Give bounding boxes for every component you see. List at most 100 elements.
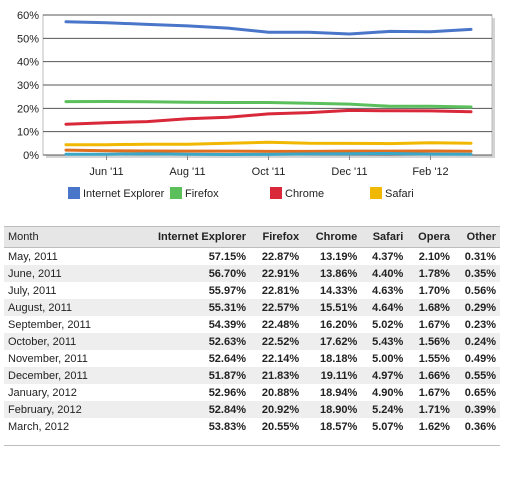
y-tick-label: 60%: [17, 10, 39, 22]
y-tick-label: 30%: [17, 80, 39, 92]
table-cell-value: 5.43%: [372, 335, 404, 348]
series-line-internet-explorer: [64, 20, 473, 36]
table-cell-value: 0.29%: [464, 301, 496, 314]
table-cell-value: 13.86%: [319, 267, 358, 280]
table-cell-value: 55.31%: [208, 301, 246, 314]
table-cell-value: 13.19%: [319, 250, 358, 263]
table-cell-value: 22.48%: [261, 318, 300, 331]
table-cell-value: 4.64%: [372, 301, 404, 314]
table-row: January, 2012 52.96% 20.88% 18.94% 4.90% 1.67…: [4, 384, 500, 401]
table-cell-value: 1.70%: [418, 284, 450, 297]
table-cell-value: 20.55%: [261, 420, 300, 433]
table-cell-value: 5.24%: [372, 403, 404, 416]
table-cell-month: September, 2011: [8, 318, 91, 331]
table-cell-value: 52.63%: [208, 335, 246, 348]
series-line-chrome: [64, 108, 473, 126]
table-cell-month: December, 2011: [8, 369, 88, 382]
column-header-chrome: Chrome: [303, 226, 362, 248]
table-cell-value: 0.56%: [464, 284, 496, 297]
table-cell-month: May, 2011: [8, 250, 58, 263]
table-cell-value: 52.96%: [208, 386, 246, 399]
y-tick-label: 0%: [23, 150, 39, 162]
legend-label: Safari: [385, 188, 414, 200]
table-row: August, 2011 55.31% 22.57% 15.51% 4.64% 1.68%…: [4, 299, 500, 316]
table-cell-value: 4.90%: [372, 386, 404, 399]
table-cell-value: 1.55%: [418, 352, 450, 365]
table-cell-month: January, 2012: [8, 386, 77, 399]
table-cell-value: 14.33%: [319, 284, 358, 297]
table-cell-value: 22.87%: [261, 250, 300, 263]
series-line-other: [64, 152, 473, 156]
table-cell-value: 5.07%: [372, 420, 404, 433]
table-cell-value: 0.49%: [464, 352, 496, 365]
legend-item-chrome: Chrome: [270, 186, 324, 202]
legend-item-internet-explorer: Internet Explorer: [68, 186, 164, 202]
table-row: September, 2011 54.39% 22.48% 16.20% 5.02% 1.…: [4, 316, 500, 333]
table-header-row: Month Internet Explorer Firefox Chrome S…: [4, 226, 500, 248]
series-line-opera: [64, 148, 473, 153]
table-cell-value: 0.23%: [464, 318, 496, 331]
column-header-month: Month: [4, 226, 132, 248]
column-header-other: Other: [453, 226, 500, 248]
line-chart: 0% 10% 20% 30% 40% 50% 60% Jun '11 Aug '11 Oct '1…: [0, 0, 508, 215]
column-header-internet-explorer: Internet Explorer: [132, 226, 250, 248]
legend-swatch: [170, 187, 182, 199]
legend-swatch: [370, 187, 382, 199]
table-cell-value: 4.97%: [372, 369, 404, 382]
y-tick-label: 10%: [17, 127, 39, 139]
table-row: July, 2011 55.97% 22.81% 14.33% 4.63% 1.70% 0.…: [4, 282, 500, 299]
table-cell-value: 53.83%: [208, 420, 246, 433]
legend-label: Internet Explorer: [83, 188, 165, 200]
table-cell-value: 21.83%: [261, 369, 300, 382]
x-tick-label: Aug '11: [169, 166, 205, 178]
table-cell-value: 1.67%: [418, 318, 450, 331]
table-bottom-rule: [4, 445, 500, 446]
column-header-opera: Opera: [407, 226, 454, 248]
table-cell-value: 22.81%: [261, 284, 300, 297]
y-tick-label: 50%: [17, 33, 39, 45]
table-cell-month: February, 2012: [8, 403, 82, 416]
table-cell-value: 56.70%: [208, 267, 246, 280]
table-cell-value: 1.67%: [418, 386, 450, 399]
legend-label: Firefox: [185, 188, 219, 200]
table-row: November, 2011 52.64% 22.14% 18.18% 5.00% 1.5…: [4, 350, 500, 367]
data-table-container: Month Internet Explorer Firefox Chrome S…: [4, 226, 500, 435]
table-cell-value: 0.35%: [464, 267, 496, 280]
legend-swatch: [270, 187, 282, 199]
table-cell-value: 0.36%: [464, 420, 496, 433]
table-cell-value: 20.92%: [261, 403, 300, 416]
browser-share-table: Month Internet Explorer Firefox Chrome S…: [4, 226, 500, 435]
column-header-safari: Safari: [361, 226, 408, 248]
x-tick-label: Oct '11: [252, 166, 286, 178]
table-cell-value: 20.88%: [261, 386, 300, 399]
table-cell-value: 22.57%: [261, 301, 300, 314]
table-cell-value: 18.18%: [319, 352, 358, 365]
table-cell-value: 4.40%: [372, 267, 404, 280]
table-cell-value: 22.14%: [261, 352, 300, 365]
table-cell-value: 16.20%: [319, 318, 358, 331]
x-tick-label: Feb '12: [412, 166, 448, 178]
table-cell-value: 57.15%: [208, 250, 246, 263]
table-cell-value: 52.64%: [208, 352, 246, 365]
series-line-firefox: [64, 100, 473, 109]
legend-item-safari: Safari: [370, 186, 414, 202]
table-cell-value: 1.66%: [418, 369, 450, 382]
table-cell-value: 17.62%: [319, 335, 358, 348]
table-cell-value: 15.51%: [319, 301, 358, 314]
table-cell-value: 0.39%: [464, 403, 496, 416]
legend-item-firefox: Firefox: [170, 186, 219, 202]
chart-svg: 0% 10% 20% 30% 40% 50% 60% Jun '11 Aug '11 Oct '1…: [17, 10, 495, 178]
table-cell-value: 5.02%: [372, 318, 404, 331]
table-row: May, 2011 57.15% 22.87% 13.19% 4.37% 2.10% 0.3…: [4, 248, 500, 266]
table-cell-value: 19.11%: [320, 369, 358, 382]
table-cell-month: August, 2011: [8, 301, 73, 314]
table-cell-value: 54.39%: [208, 318, 246, 331]
column-header-firefox: Firefox: [250, 226, 304, 248]
table-cell-month: March, 2012: [8, 420, 70, 433]
table-cell-value: 52.84%: [208, 403, 246, 416]
table-cell-value: 18.57%: [319, 420, 358, 433]
table-row: October, 2011 52.63% 22.52% 17.62% 5.43% 1.56…: [4, 333, 500, 350]
table-cell-value: 0.31%: [464, 250, 496, 263]
table-cell-value: 0.55%: [464, 369, 496, 382]
table-cell-month: October, 2011: [8, 335, 77, 348]
